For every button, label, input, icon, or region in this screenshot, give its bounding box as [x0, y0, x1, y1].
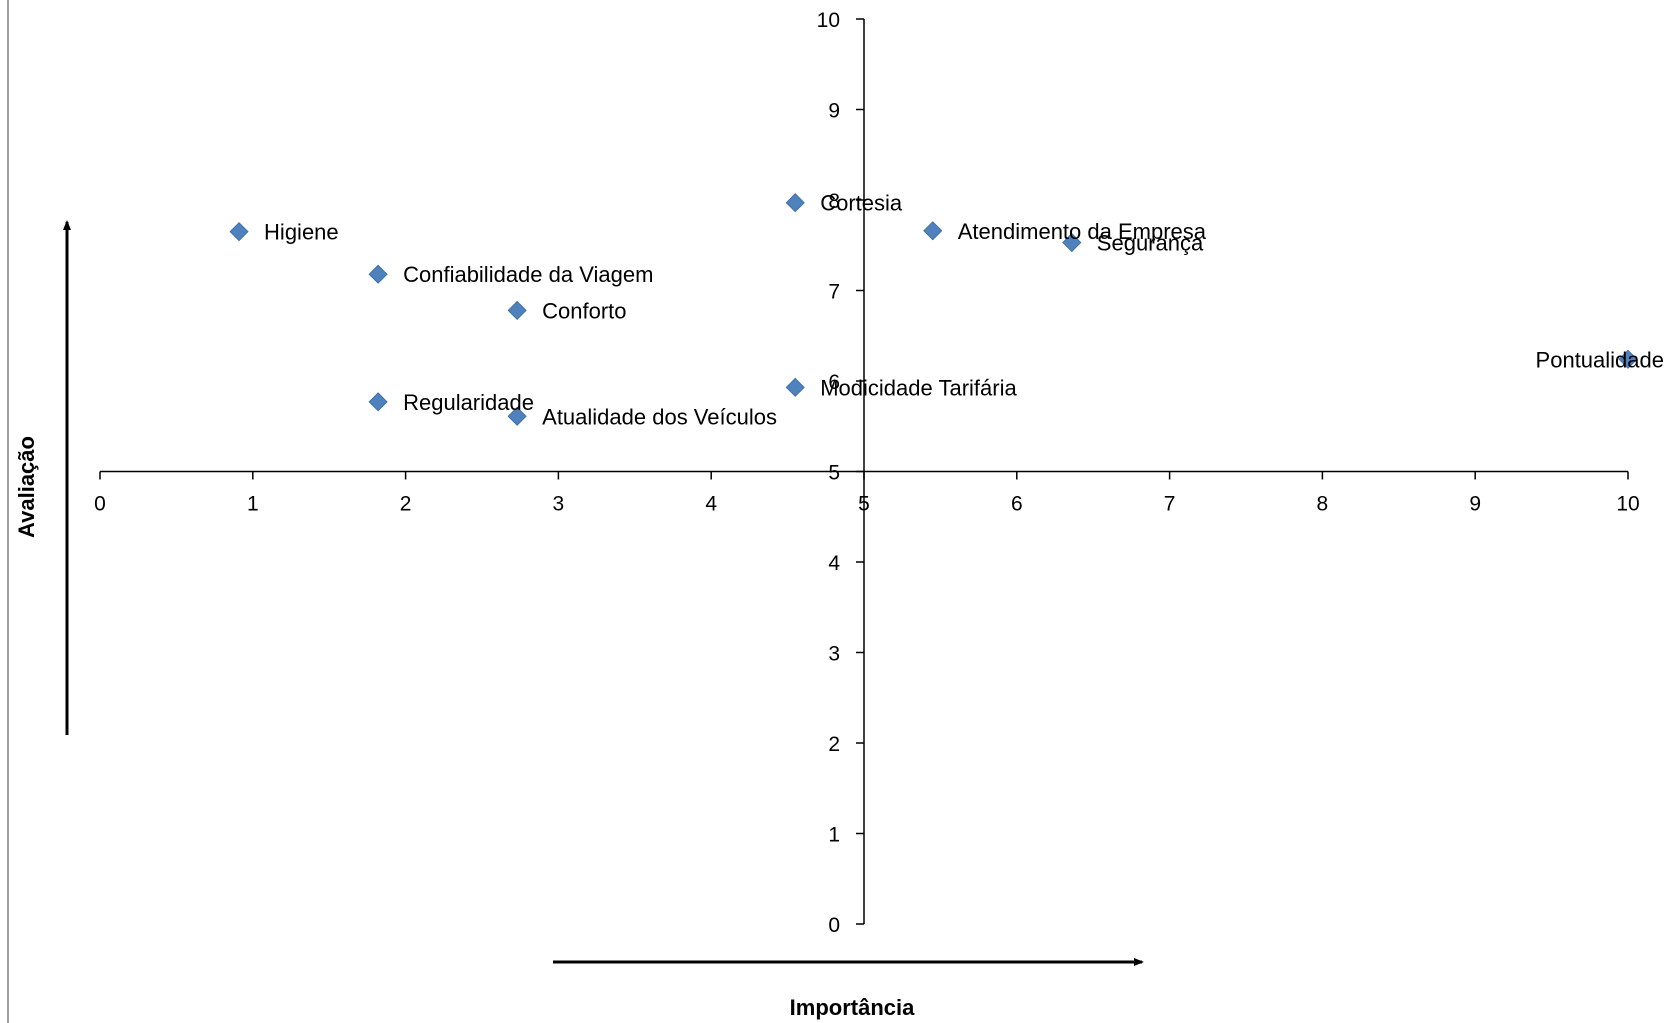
data-point [368, 264, 388, 284]
x-tick-label: 7 [1164, 493, 1176, 516]
data-point [1618, 349, 1638, 369]
x-tick-label: 5 [858, 493, 870, 516]
data-label: Atualidade dos Veículos [542, 404, 777, 429]
y-tick-label: 0 [828, 914, 840, 937]
y-tick-label: 9 [828, 100, 840, 123]
data-label: Atendimento da Empresa [958, 219, 1207, 244]
data-point [229, 222, 249, 242]
data-point [785, 193, 805, 213]
x-tick-label: 1 [247, 493, 259, 516]
y-tick-label: 4 [828, 552, 840, 575]
y-axis-title: Avaliação [14, 436, 39, 538]
data-label: Segurança [1097, 231, 1204, 256]
data-point [785, 377, 805, 397]
data-label: Modicidade Tarifária [820, 375, 1017, 400]
axes [99, 18, 1629, 925]
y-tick-label: 1 [828, 824, 840, 847]
data-point [368, 392, 388, 412]
x-tick-label: 4 [705, 493, 717, 516]
data-label: Confiabilidade da Viagem [403, 262, 653, 287]
x-tick-label: 10 [1616, 493, 1639, 516]
data-point [1062, 232, 1082, 253]
y-tick-label: 3 [828, 643, 840, 666]
y-tick-label: 10 [817, 9, 840, 32]
x-axis-title: Importância [790, 995, 915, 1020]
y-tick-label: 5 [828, 462, 840, 485]
x-tick-label: 2 [400, 493, 412, 516]
x-tick-label: 0 [94, 493, 106, 516]
data-label: Higiene [264, 220, 339, 245]
data-point [507, 300, 527, 320]
y-tick-label: 6 [828, 371, 840, 394]
x-tick-label: 6 [1011, 493, 1023, 516]
y-tick-label: 2 [828, 733, 840, 756]
x-tick-label: 3 [553, 493, 565, 516]
y-tick-label: 7 [828, 281, 840, 304]
y-tick-label: 8 [828, 190, 840, 213]
x-tick-label: 9 [1469, 493, 1481, 516]
tick-labels: 0 1 2 3 4 5 6 7 8 9 10 0 1 2 3 4 5 6 7 8 9 10 [94, 9, 1640, 937]
x-tick-label: 8 [1317, 493, 1329, 516]
data-label: Pontualidade [1536, 347, 1664, 372]
data-point [923, 221, 943, 241]
data-labels: Higiene Confiabilidade da Viagem Conforto R… [264, 191, 1664, 430]
data-label: Regularidade [403, 390, 534, 415]
data-points [229, 193, 1638, 426]
data-label: Cortesia [820, 191, 903, 216]
data-point [507, 406, 527, 426]
data-label: Conforto [542, 298, 626, 323]
